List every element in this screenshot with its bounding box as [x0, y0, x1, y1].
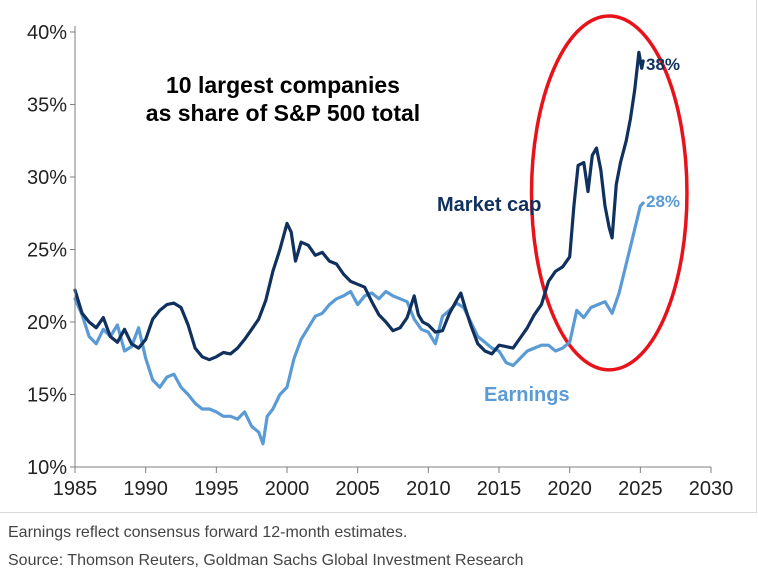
x-tick-label: 2000	[265, 478, 310, 500]
footnote-estimates: Earnings reflect consensus forward 12-mo…	[8, 524, 408, 541]
y-tick-label: 10%	[27, 457, 67, 479]
highlight-ellipse	[529, 14, 689, 372]
y-tick-label: 35%	[27, 95, 67, 117]
x-tick-label: 2010	[406, 478, 451, 500]
y-tick-label: 30%	[27, 167, 67, 189]
earnings-end-value: 28%	[646, 192, 680, 211]
y-tick-label: 25%	[27, 240, 67, 262]
x-tick-label: 2015	[477, 478, 522, 500]
x-tick-label: 1985	[53, 478, 98, 500]
x-tick-label: 2005	[335, 478, 380, 500]
market-cap-series-line	[73, 50, 645, 362]
x-tick-label: 2025	[618, 478, 663, 500]
earnings-series-line	[73, 201, 645, 446]
x-tick-label: 2030	[689, 478, 734, 500]
x-tick-label: 2020	[547, 478, 592, 500]
chart-title-line-2: as share of S&P 500 total	[146, 100, 420, 126]
x-tick-label: 1990	[123, 478, 168, 500]
y-tick-label: 40%	[27, 22, 67, 44]
y-tick-label: 20%	[27, 312, 67, 334]
x-tick-label: 1995	[194, 478, 239, 500]
market-cap-end-value: 38%	[646, 55, 680, 74]
footnote-source: Source: Thomson Reuters, Goldman Sachs G…	[8, 552, 524, 569]
market-cap-label: Market cap	[437, 194, 542, 216]
earnings-label: Earnings	[484, 384, 570, 406]
y-tick-label: 15%	[27, 385, 67, 407]
chart-title-line-1: 10 largest companies	[166, 72, 400, 98]
